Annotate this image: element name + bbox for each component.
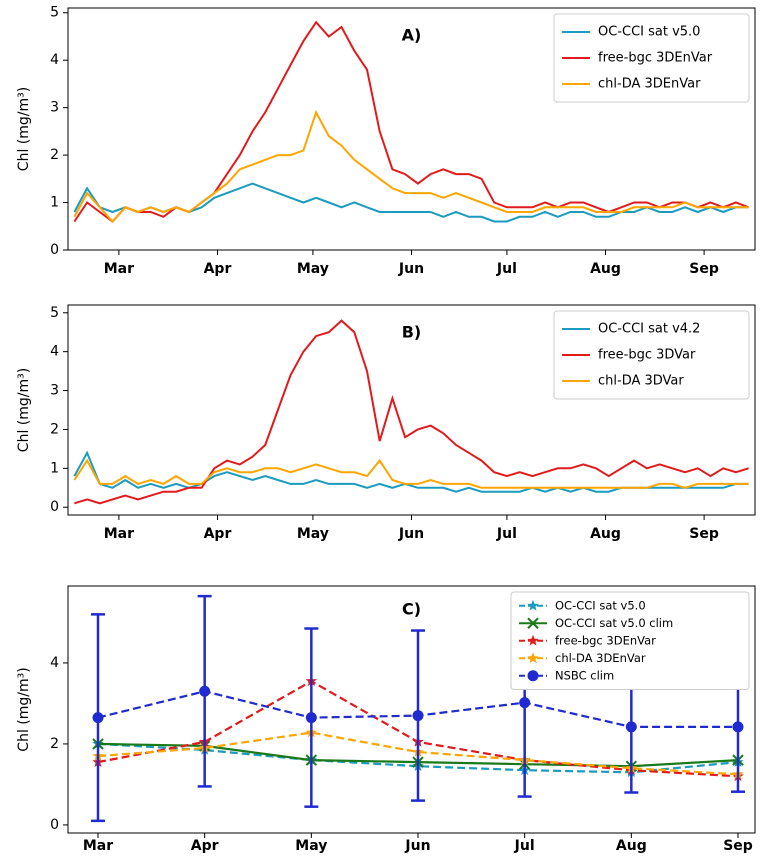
panel: 0 1 2 3 4 5 Mar Apr May Jun Jul Aug Sep Chl (mg/m³) B)… [16,305,750,542]
series-line [74,319,749,505]
x-tick-label: Mar [83,838,113,854]
y-tick-label: 2 [50,421,59,437]
marker [527,634,539,646]
x-tick-label: Jun [404,838,430,854]
y-tick-label: 0 [50,817,59,833]
y-tick-label: 0 [50,242,59,258]
plot-frame [67,7,756,251]
x-tick-label: Jun [398,261,424,277]
marker [625,721,637,733]
x-tick-label: Jul [496,261,517,277]
legend-box [553,310,750,400]
y-tick-label: 4 [50,655,59,671]
legend-label: free-bgc 3DEnVar [555,633,656,647]
legend-box [553,13,750,103]
y-tick-label: 5 [50,5,59,21]
legend-box [510,591,750,690]
y-tick-label: 1 [50,195,59,211]
panel-label: B) [402,323,422,342]
y-tick-label: 0 [50,499,59,515]
legend-label: OC-CCI sat v5.0 [598,25,700,40]
series-line [73,458,749,489]
y-axis-label: Chl (mg/m³) [16,87,32,171]
y-tick-label: 5 [50,305,59,321]
x-tick-label: Mar [104,526,134,542]
marker [92,712,104,724]
y-tick-label: 3 [50,383,59,399]
x-tick-label: Aug [590,261,621,277]
legend-label: free-bgc 3DVar [598,348,696,363]
y-tick-label: 4 [50,52,59,68]
plot-frame [67,304,756,516]
x-tick-label: Jun [398,526,424,542]
panel-label: C) [402,600,421,619]
marker [527,617,539,629]
panel: 0 1 2 3 4 5 Mar Apr May Jun Jul Aug Sep Chl (mg/m³) A)… [16,5,750,277]
y-axis-label: Chl (mg/m³) [16,667,32,751]
x-tick-label: Apr [204,526,232,542]
x-tick-label: May [295,838,327,854]
marker [199,685,211,697]
y-tick-label: 1 [50,460,59,476]
x-tick-label: Apr [204,261,232,277]
x-tick-label: Aug [590,526,621,542]
marker [527,599,539,611]
y-tick-label: 3 [50,100,59,116]
marker [305,712,317,724]
y-tick-label: 2 [50,147,59,163]
y-tick-label: 4 [50,344,59,360]
x-tick-label: May [297,261,329,277]
x-tick-label: Sep [723,838,753,854]
legend-label: OC-CCI sat v5.0 [555,598,646,612]
series-line [73,450,749,493]
x-tick-label: Mar [104,261,134,277]
y-tick-label: 2 [50,736,59,752]
x-tick-label: Sep [689,261,719,277]
x-tick-label: Apr [191,838,219,854]
legend-label: chl-DA 3DEnVar [598,77,701,92]
x-tick-label: Jul [514,838,535,854]
marker-stroke [527,617,539,629]
legend-label: OC-CCI sat v5.0 clim [555,616,673,630]
legend-label: chl-DA 3DEnVar [555,651,646,665]
series-line [73,109,749,223]
marker [732,721,744,733]
x-tick-label: Aug [616,838,647,854]
marker [412,710,424,722]
marker [527,652,539,664]
x-tick-label: Jul [496,526,517,542]
y-axis-label: Chl (mg/m³) [16,368,32,452]
legend-label: chl-DA 3DVar [598,374,684,389]
legend-label: OC-CCI sat v4.2 [598,322,700,337]
marker [527,670,539,682]
plot-frame [67,585,756,834]
x-tick-label: Sep [689,526,719,542]
legend-label: free-bgc 3DEnVar [598,51,713,66]
panel: 0 2 4 Mar Apr May Jun Jul Aug Sep Chl (mg/m³) C) OC-… [16,591,753,854]
x-tick-label: May [297,526,329,542]
legend-label: NSBC clim [555,668,614,682]
marker [519,697,531,709]
panel-label: A) [402,26,422,45]
